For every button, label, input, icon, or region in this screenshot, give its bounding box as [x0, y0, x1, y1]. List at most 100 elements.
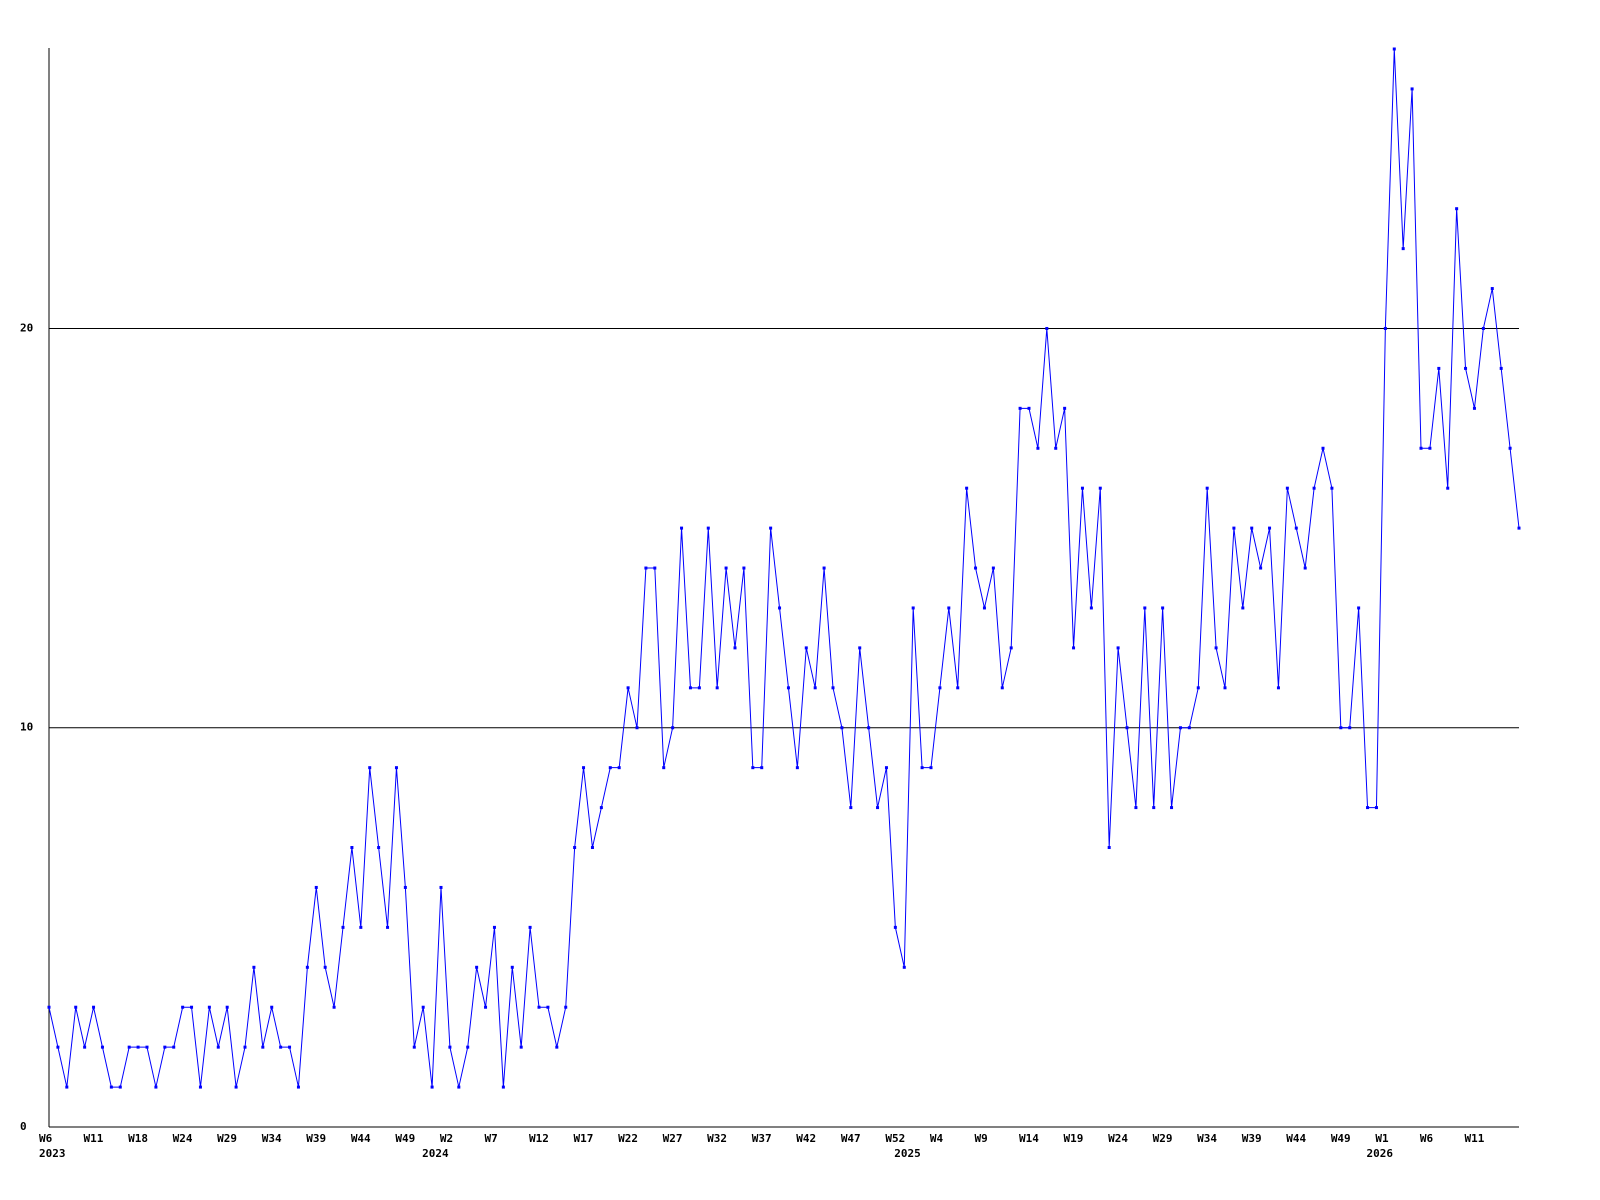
data-point	[1214, 646, 1218, 650]
data-point	[715, 686, 719, 690]
data-point	[466, 1045, 470, 1049]
data-point	[867, 726, 871, 730]
year-label: 2024	[422, 1147, 449, 1160]
data-point	[47, 1005, 51, 1009]
data-point	[938, 686, 942, 690]
data-point	[929, 766, 933, 770]
x-tick-label: W12	[529, 1132, 549, 1145]
x-tick-label: W11	[84, 1132, 104, 1145]
data-point	[840, 726, 844, 730]
data-point	[884, 766, 888, 770]
data-point	[1250, 526, 1254, 530]
x-tick-label: W39	[1242, 1132, 1262, 1145]
data-point	[261, 1045, 265, 1049]
data-point	[1294, 526, 1298, 530]
data-point	[1410, 87, 1414, 91]
data-point	[1392, 47, 1396, 51]
data-point	[1259, 566, 1263, 570]
x-tick-label: W34	[1197, 1132, 1217, 1145]
data-point	[1472, 406, 1476, 410]
data-point	[457, 1085, 461, 1089]
data-point	[403, 885, 407, 889]
data-point	[314, 885, 318, 889]
data-point	[350, 846, 354, 850]
data-point	[1241, 606, 1245, 610]
data-point	[412, 1045, 416, 1049]
data-point	[1134, 806, 1138, 810]
y-tick-label: 20	[20, 321, 33, 334]
data-point	[786, 686, 790, 690]
data-point	[1027, 406, 1031, 410]
data-point	[1499, 366, 1503, 370]
data-point	[688, 686, 692, 690]
data-point	[608, 766, 612, 770]
data-point	[1312, 486, 1316, 490]
data-point	[1455, 207, 1459, 211]
data-point	[421, 1005, 425, 1009]
x-tick-label: W44	[1286, 1132, 1306, 1145]
data-point	[243, 1045, 247, 1049]
data-point	[1116, 646, 1120, 650]
data-point	[1170, 806, 1174, 810]
x-tick-label: W29	[1153, 1132, 1173, 1145]
data-point	[1330, 486, 1334, 490]
data-point	[279, 1045, 283, 1049]
data-point	[1508, 446, 1512, 450]
data-point	[1036, 446, 1040, 450]
data-point	[724, 566, 728, 570]
data-point	[154, 1085, 158, 1089]
x-tick-label: W42	[796, 1132, 816, 1145]
data-point	[831, 686, 835, 690]
x-tick-label: W9	[974, 1132, 987, 1145]
data-point	[582, 766, 586, 770]
y-tick-label: 0	[20, 1120, 27, 1133]
data-point	[822, 566, 826, 570]
data-point	[1063, 406, 1067, 410]
data-point	[733, 646, 737, 650]
data-point	[599, 806, 603, 810]
data-line	[48, 48, 1520, 1088]
data-point	[377, 846, 381, 850]
y-tick-label: 10	[20, 721, 33, 734]
data-point	[662, 766, 666, 770]
data-point	[1009, 646, 1013, 650]
data-point	[626, 686, 630, 690]
data-point	[555, 1045, 559, 1049]
x-tick-label: W24	[173, 1132, 193, 1145]
data-point	[127, 1045, 131, 1049]
data-point	[1080, 486, 1084, 490]
data-point	[207, 1005, 211, 1009]
data-point	[181, 1005, 185, 1009]
data-point	[1357, 606, 1361, 610]
data-point	[956, 686, 960, 690]
x-tick-label: W29	[217, 1132, 237, 1145]
data-point	[769, 526, 773, 530]
data-point	[804, 646, 808, 650]
x-tick-label: W39	[306, 1132, 326, 1145]
data-point	[145, 1045, 149, 1049]
data-point	[225, 1005, 229, 1009]
data-point	[1446, 486, 1450, 490]
data-point	[386, 925, 390, 929]
data-point	[368, 766, 372, 770]
data-point	[1072, 646, 1076, 650]
data-point	[288, 1045, 292, 1049]
data-point	[1437, 366, 1441, 370]
data-point	[653, 566, 657, 570]
data-point	[83, 1045, 87, 1049]
x-tick-label: W11	[1464, 1132, 1484, 1145]
data-point	[430, 1085, 434, 1089]
data-point	[751, 766, 755, 770]
data-point	[858, 646, 862, 650]
data-point	[706, 526, 710, 530]
data-point	[590, 846, 594, 850]
data-point	[974, 566, 978, 570]
x-tick-label: W24	[1108, 1132, 1128, 1145]
data-point	[1464, 366, 1468, 370]
x-tick-label: W6	[1420, 1132, 1434, 1145]
data-point	[573, 846, 577, 850]
data-point	[109, 1085, 113, 1089]
data-point	[893, 925, 897, 929]
data-point	[1303, 566, 1307, 570]
